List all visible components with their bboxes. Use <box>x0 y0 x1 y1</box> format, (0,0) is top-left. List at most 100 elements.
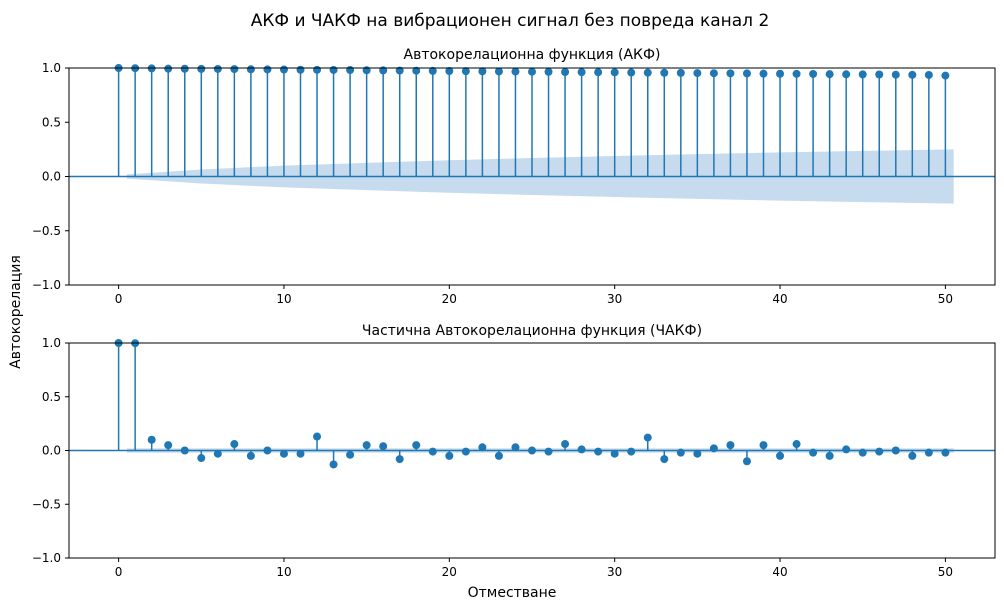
pacf-stem-marker <box>561 440 570 449</box>
acf-stem-marker <box>213 64 222 73</box>
pacf-y-tick-label: 1.0 <box>42 336 61 350</box>
acf-x-tick-label: 0 <box>115 292 123 306</box>
acf-stem-marker <box>709 69 718 78</box>
pacf-stem-marker <box>313 432 322 441</box>
acf-ticks-layer: 0 10 20 30 40 50 −1.0 −0.5 0.0 0.5 1.0 <box>32 61 953 306</box>
pacf-stem-marker <box>379 442 388 451</box>
acf-stem-marker <box>528 67 536 76</box>
pacf-stem-marker <box>213 449 222 458</box>
pacf-stem-marker <box>197 454 206 463</box>
pacf-stem-marker <box>875 447 884 456</box>
acf-stem-marker <box>412 66 421 75</box>
acf-axes-frame <box>68 67 996 286</box>
pacf-stem-marker <box>478 443 487 452</box>
acf-stem-marker <box>776 69 785 78</box>
pacf-stem-marker <box>594 447 603 456</box>
pacf-stem-marker <box>908 451 917 460</box>
acf-stem-marker <box>759 69 768 78</box>
acf-x-tick-label: 50 <box>938 292 953 306</box>
acf-stem-marker <box>313 65 322 74</box>
pacf-stem-marker <box>296 449 305 458</box>
pacf-stem-marker <box>263 446 272 455</box>
acf-stem-marker <box>346 66 355 75</box>
pacf-stem-marker <box>246 451 255 460</box>
pacf-stem-marker <box>428 447 437 456</box>
pacf-stem-marker <box>924 448 933 457</box>
acf-stem-marker <box>825 70 834 79</box>
pacf-ticks-layer: 0 10 20 30 40 50 −1.0 −0.5 0.0 0.5 1.0 <box>32 336 953 579</box>
acf-stem-marker <box>858 70 867 79</box>
acf-stem-marker <box>511 67 520 76</box>
pacf-stem-marker <box>809 448 818 457</box>
acf-stem-marker <box>594 68 603 77</box>
acf-stem-marker <box>676 68 685 77</box>
pacf-x-tick-label: 40 <box>772 565 787 579</box>
pacf-stem-marker <box>445 451 454 460</box>
acf-x-tick-label: 20 <box>442 292 457 306</box>
pacf-stem-marker <box>660 455 669 464</box>
pacf-stem-marker <box>759 441 768 450</box>
pacf-stem-marker <box>891 446 900 455</box>
acf-y-tick-label: 0.0 <box>42 170 61 184</box>
pacf-stem-marker <box>412 441 421 450</box>
pacf-x-tick-label: 20 <box>442 565 457 579</box>
acf-stem-marker <box>478 67 487 76</box>
acf-stem-marker <box>544 67 553 76</box>
acf-stem-marker <box>561 68 570 77</box>
acf-stem-marker <box>908 70 917 79</box>
acf-stem-marker <box>627 68 636 77</box>
pacf-x-tick-label: 30 <box>607 565 622 579</box>
acf-x-tick-label: 40 <box>772 292 787 306</box>
acf-stem-marker <box>726 69 735 78</box>
pacf-y-tick-label: −1.0 <box>32 551 61 565</box>
pacf-y-tick-label: −0.5 <box>32 497 61 511</box>
acf-stem-marker <box>941 71 950 80</box>
pacf-y-tick-label: 0.0 <box>42 444 61 458</box>
pacf-stem-marker <box>676 448 685 457</box>
pacf-stem-marker <box>230 440 239 449</box>
acf-stem-marker <box>875 70 884 79</box>
pacf-stem-marker <box>577 445 586 454</box>
acf-stem-marker <box>924 70 933 79</box>
pacf-stem-marker <box>494 451 503 460</box>
pacf-stem-marker <box>329 460 338 469</box>
acf-stem-marker <box>842 70 851 79</box>
acf-stem-marker <box>792 69 801 78</box>
acf-stem-marker <box>494 67 503 76</box>
acf-y-tick-label: 0.5 <box>42 115 61 129</box>
acf-x-tick-label: 10 <box>276 292 291 306</box>
pacf-stem-marker <box>346 450 355 459</box>
pacf-stem-marker <box>858 448 867 457</box>
pacf-x-tick-label: 50 <box>938 565 953 579</box>
pacf-stem-marker <box>164 441 173 450</box>
pacf-stem-marker <box>279 449 288 458</box>
pacf-y-tick-label: 0.5 <box>42 390 61 404</box>
acf-stem-marker <box>742 69 751 78</box>
pacf-stem-marker <box>643 433 652 442</box>
pacf-stem-marker <box>709 444 718 453</box>
pacf-stem-marker <box>941 448 950 457</box>
acf-stem-marker <box>809 69 818 78</box>
acf-stem-marker <box>693 69 702 78</box>
acf-panel: Автокорелационна функция (АКФ) 0 10 20 30 40… <box>32 47 996 306</box>
pacf-stem-marker <box>742 457 751 466</box>
acf-stem-marker <box>246 65 255 74</box>
pacf-stem-marker <box>511 443 520 452</box>
acf-stem-marker <box>461 67 470 76</box>
acf-stem-marker <box>263 65 272 74</box>
figure-xlabel: Отместване <box>468 585 557 601</box>
pacf-stem-marker <box>842 445 851 454</box>
figure-suptitle: АКФ и ЧАКФ на вибрационен сигнал без пов… <box>251 11 770 31</box>
acf-stem-marker <box>296 65 305 74</box>
pacf-stem-marker <box>395 455 404 464</box>
acf-stem-marker <box>164 64 173 73</box>
acf-stem-marker <box>362 66 371 75</box>
acf-stems-layer <box>114 64 950 177</box>
pacf-stem-marker <box>792 440 801 449</box>
acf-stem-marker <box>230 65 239 74</box>
pacf-title: Частична Автокорелационна функция (ЧАКФ) <box>362 323 702 339</box>
pacf-stem-marker <box>825 451 834 460</box>
pacf-stem-marker <box>147 435 156 444</box>
pacf-stem-marker <box>693 449 702 458</box>
